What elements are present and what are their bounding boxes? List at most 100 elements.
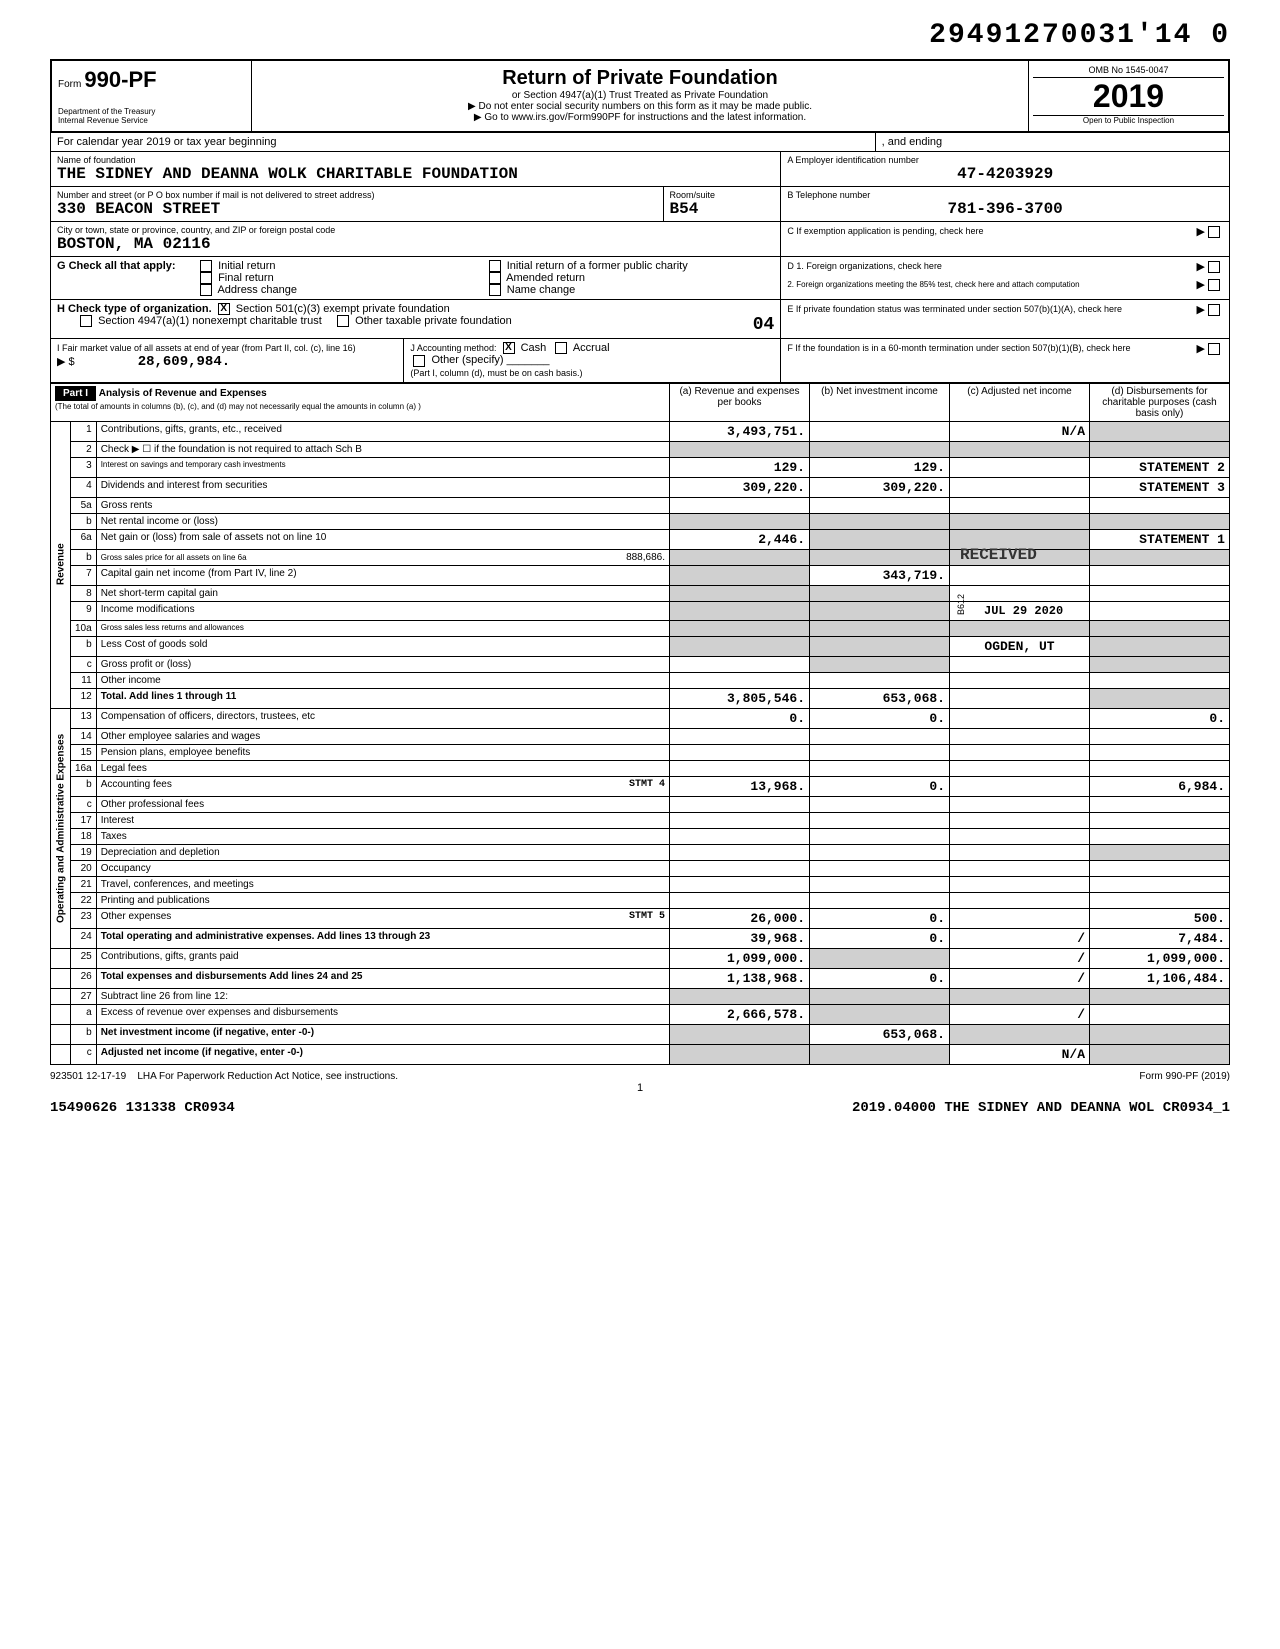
line-6a-a: 2,446. bbox=[670, 529, 810, 549]
g-name-checkbox[interactable] bbox=[489, 284, 501, 296]
d1-checkbox[interactable] bbox=[1208, 261, 1220, 273]
g-final-checkbox[interactable] bbox=[200, 272, 212, 284]
g-former-checkbox[interactable] bbox=[489, 260, 501, 272]
part1-label: Part I bbox=[55, 386, 96, 401]
line-6a-d: STATEMENT 1 bbox=[1090, 529, 1230, 549]
h-501c3-checkbox[interactable] bbox=[218, 303, 230, 315]
line-19: Depreciation and depletion bbox=[96, 844, 669, 860]
line-9: Income modifications bbox=[96, 601, 669, 620]
form-number: 990-PF bbox=[84, 67, 156, 92]
f-checkbox[interactable] bbox=[1208, 343, 1220, 355]
line-13-b: 0. bbox=[810, 708, 950, 728]
g-amended-checkbox[interactable] bbox=[489, 272, 501, 284]
phone-label: B Telephone number bbox=[787, 190, 1223, 200]
stamp-date: JUL 29 2020 bbox=[984, 604, 1063, 618]
line-27a-c: / bbox=[950, 1004, 1090, 1024]
line-7-b: 343,719. bbox=[810, 565, 950, 585]
e-checkbox[interactable] bbox=[1208, 304, 1220, 316]
form-header: Form 990-PF Department of the Treasury I… bbox=[50, 59, 1230, 133]
inspection-label: Open to Public Inspection bbox=[1033, 115, 1224, 125]
line-6b-val: 888,686. bbox=[626, 552, 665, 563]
line-23-d: 500. bbox=[1090, 908, 1230, 928]
phone-value: 781-396-3700 bbox=[787, 200, 1223, 218]
tax-year: 2019 bbox=[1033, 78, 1224, 115]
g-name: Name change bbox=[507, 284, 576, 296]
city-value: BOSTON, MA 02116 bbox=[57, 235, 774, 253]
line-26-c: / bbox=[950, 968, 1090, 988]
line-16b: Accounting fees bbox=[101, 779, 172, 790]
address-label: Number and street (or P O box number if … bbox=[57, 190, 657, 200]
line-23-b: 0. bbox=[810, 908, 950, 928]
e-label: E If private foundation status was termi… bbox=[787, 304, 1122, 314]
line-16b-b: 0. bbox=[810, 776, 950, 796]
line-16b-stmt: STMT 4 bbox=[629, 779, 665, 790]
g-initial-checkbox[interactable] bbox=[200, 260, 212, 272]
line-14: Other employee salaries and wages bbox=[96, 728, 669, 744]
line-5a: Gross rents bbox=[96, 497, 669, 513]
city-label: City or town, state or province, country… bbox=[57, 225, 774, 235]
line-26-a: 1,138,968. bbox=[670, 968, 810, 988]
part1-table: Part I Analysis of Revenue and Expenses … bbox=[50, 383, 1230, 1065]
room-value: B54 bbox=[670, 200, 775, 218]
line-10a: Gross sales less returns and allowances bbox=[96, 620, 669, 636]
calendar-ending: , and ending bbox=[882, 136, 943, 148]
d1-label: D 1. Foreign organizations, check here bbox=[787, 261, 942, 271]
name-label: Name of foundation bbox=[57, 155, 774, 165]
col-b-header: (b) Net investment income bbox=[810, 383, 950, 421]
i-value: 28,609,984. bbox=[138, 354, 230, 370]
stamp-code: B612 bbox=[956, 594, 966, 615]
line-24-c: / bbox=[950, 928, 1090, 948]
line-3-d: STATEMENT 2 bbox=[1090, 457, 1230, 477]
c-checkbox[interactable] bbox=[1208, 226, 1220, 238]
line-10c: Gross profit or (loss) bbox=[96, 656, 669, 672]
g-former: Initial return of a former public charit… bbox=[507, 260, 688, 272]
j-cash: Cash bbox=[521, 342, 547, 354]
h-4947-checkbox[interactable] bbox=[80, 315, 92, 327]
part1-subtitle: (The total of amounts in columns (b), (c… bbox=[55, 402, 421, 411]
h-other-checkbox[interactable] bbox=[337, 315, 349, 327]
j-accrual-checkbox[interactable] bbox=[555, 342, 567, 354]
ein-value: 47-4203929 bbox=[787, 165, 1223, 183]
line-1-a: 3,493,751. bbox=[670, 421, 810, 441]
line-27a-a: 2,666,578. bbox=[670, 1004, 810, 1024]
j-accrual: Accrual bbox=[573, 342, 610, 354]
line-6b: Gross sales price for all assets on line… bbox=[101, 553, 247, 562]
line-27: Subtract line 26 from line 12: bbox=[96, 988, 669, 1004]
line-16b-d: 6,984. bbox=[1090, 776, 1230, 796]
line-24-b: 0. bbox=[810, 928, 950, 948]
g-final: Final return bbox=[218, 272, 274, 284]
f-label: F If the foundation is in a 60-month ter… bbox=[787, 343, 1130, 353]
address-value: 330 BEACON STREET bbox=[57, 200, 657, 218]
j-note: (Part I, column (d), must be on cash bas… bbox=[410, 368, 582, 378]
line-26: Total expenses and disbursements Add lin… bbox=[101, 971, 363, 982]
document-number: 29491270031'14 0 bbox=[50, 20, 1230, 51]
col-d-header: (d) Disbursements for charitable purpose… bbox=[1090, 383, 1230, 421]
ein-label: A Employer identification number bbox=[787, 155, 1223, 165]
line-13: Compensation of officers, directors, tru… bbox=[96, 708, 669, 728]
form-sub2: ▶ Do not enter social security numbers o… bbox=[258, 101, 1022, 112]
irs-label: Internal Revenue Service bbox=[58, 116, 245, 125]
line-4: Dividends and interest from securities bbox=[96, 477, 669, 497]
line-21: Travel, conferences, and meetings bbox=[96, 876, 669, 892]
j-label: J Accounting method: bbox=[410, 343, 496, 353]
j-cash-checkbox[interactable] bbox=[503, 342, 515, 354]
line-6a: Net gain or (loss) from sale of assets n… bbox=[96, 529, 669, 549]
g-amended: Amended return bbox=[506, 272, 585, 284]
line-4-a: 309,220. bbox=[670, 477, 810, 497]
line-16c: Other professional fees bbox=[96, 796, 669, 812]
i-label: I Fair market value of all assets at end… bbox=[57, 343, 356, 353]
line-27c-c: N/A bbox=[950, 1044, 1090, 1064]
h-04: 04 bbox=[753, 315, 775, 335]
line-12-a: 3,805,546. bbox=[670, 688, 810, 708]
line-3-a: 129. bbox=[670, 457, 810, 477]
line-13-a: 0. bbox=[670, 708, 810, 728]
g-addr-checkbox[interactable] bbox=[200, 284, 212, 296]
line-27b: Net investment income (if negative, ente… bbox=[101, 1027, 314, 1038]
d2-checkbox[interactable] bbox=[1208, 279, 1220, 291]
j-other-checkbox[interactable] bbox=[413, 355, 425, 367]
h-501c3: Section 501(c)(3) exempt private foundat… bbox=[236, 303, 450, 315]
line-24-d: 7,484. bbox=[1090, 928, 1230, 948]
h-label: H Check type of organization. bbox=[57, 303, 212, 315]
line-25-a: 1,099,000. bbox=[670, 948, 810, 968]
line-12: Total. Add lines 1 through 11 bbox=[101, 691, 237, 702]
